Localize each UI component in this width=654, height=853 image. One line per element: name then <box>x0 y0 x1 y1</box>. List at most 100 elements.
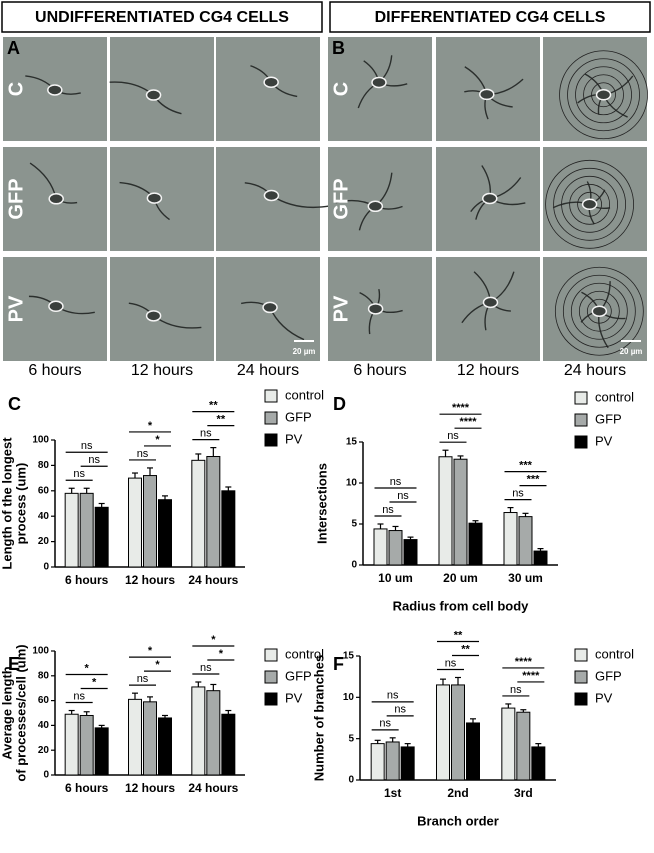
significance-label: ns <box>390 476 402 488</box>
cell-body <box>581 198 598 211</box>
column-label: 24 hours <box>237 362 299 379</box>
bar <box>468 522 483 566</box>
significance-label: ns <box>445 657 457 669</box>
bar <box>531 746 546 781</box>
micrograph <box>543 147 647 251</box>
row-label: C <box>330 82 352 96</box>
bar <box>79 714 94 776</box>
significance-label: ** <box>454 629 463 641</box>
legend-swatch <box>264 648 278 662</box>
y-tick-label: 0 <box>351 560 357 571</box>
panel-label: E <box>8 654 20 674</box>
significance-label: ns <box>394 704 406 716</box>
sholl-ring <box>567 58 640 132</box>
bar <box>128 698 142 776</box>
y-tick-label: 0 <box>43 770 49 781</box>
cell-body <box>367 303 384 315</box>
y-axis-label: Average length <box>0 666 14 759</box>
panel-label: B <box>332 38 345 58</box>
bar <box>503 512 518 566</box>
x-tick-label: 12 hours <box>125 781 175 795</box>
micrograph <box>436 257 540 361</box>
y-tick-label: 20 <box>38 536 50 547</box>
significance-label: * <box>92 676 97 688</box>
x-tick-label: 20 um <box>443 571 478 585</box>
sholl-ring <box>577 191 602 217</box>
y-tick-label: 100 <box>32 435 49 446</box>
legend-swatch <box>264 433 278 447</box>
y-tick-label: 80 <box>38 670 50 681</box>
bar <box>385 741 400 781</box>
significance-label: ns <box>379 718 391 730</box>
cell-body <box>482 296 499 309</box>
cell-body <box>47 84 63 96</box>
panel-label: A <box>7 38 20 58</box>
sholl-ring <box>591 82 616 108</box>
significance-label: ns <box>81 440 93 452</box>
micrograph <box>543 37 647 141</box>
micrograph <box>328 147 432 251</box>
legend-label: PV <box>285 690 303 705</box>
bar <box>451 684 465 781</box>
bar <box>206 456 221 568</box>
significance-label: **** <box>459 416 477 428</box>
sholl-ring <box>569 183 610 225</box>
legend-swatch <box>574 670 588 684</box>
legend-swatch <box>574 692 588 706</box>
bar <box>158 499 172 568</box>
y-tick-label: 60 <box>38 485 50 496</box>
column-label: 12 hours <box>131 362 193 379</box>
cell-body <box>479 88 495 101</box>
cell-body <box>263 76 279 88</box>
bar <box>516 711 531 781</box>
significance-label: * <box>219 648 224 660</box>
x-tick-label: 24 hours <box>188 573 238 587</box>
significance-label: ns <box>137 448 149 460</box>
header: UNDIFFERENTIATED CG4 CELLS <box>35 9 289 26</box>
significance-label: ** <box>217 414 226 426</box>
row-label: GFP <box>5 178 27 219</box>
legend-swatch <box>264 670 278 684</box>
bar <box>438 456 453 566</box>
legend-swatch <box>264 389 278 403</box>
y-tick-label: 0 <box>348 775 354 786</box>
bar <box>64 492 79 568</box>
bar <box>400 746 415 781</box>
panel-label: F <box>333 654 344 674</box>
bar <box>191 686 206 776</box>
x-tick-label: 6 hours <box>65 573 109 587</box>
significance-label: ns <box>137 673 149 685</box>
cell-body <box>371 76 387 89</box>
significance-label: ns <box>200 662 212 674</box>
bar <box>466 722 480 781</box>
cell-body <box>146 192 163 204</box>
row-label: PV <box>330 295 352 322</box>
micrograph <box>216 37 320 141</box>
y-axis-label: Number of branches <box>311 655 326 781</box>
bar <box>191 459 206 568</box>
significance-label: ns <box>512 488 524 500</box>
significance-label: ns <box>510 684 522 696</box>
legend-swatch <box>574 391 588 405</box>
significance-label: * <box>155 434 160 446</box>
sholl-ring <box>586 298 612 324</box>
legend-swatch <box>574 413 588 427</box>
x-tick-label: 24 hours <box>188 781 238 795</box>
cell-body <box>145 310 162 322</box>
significance-label: * <box>85 662 90 674</box>
micrograph <box>110 37 214 141</box>
significance-label: ns <box>73 468 85 480</box>
cell-body <box>591 305 608 317</box>
y-tick-label: 5 <box>351 519 357 530</box>
bar <box>373 528 388 566</box>
y-axis-label: Intersections <box>314 463 329 544</box>
column-label: 6 hours <box>28 362 81 379</box>
bar <box>501 707 516 781</box>
y-axis-label: of processes/cell (um) <box>13 644 28 781</box>
bar <box>388 530 403 566</box>
bar <box>453 458 468 566</box>
cell-body <box>481 192 498 205</box>
x-tick-label: 1st <box>384 786 401 800</box>
panel-label: C <box>8 394 21 414</box>
significance-label: ns <box>88 454 100 466</box>
